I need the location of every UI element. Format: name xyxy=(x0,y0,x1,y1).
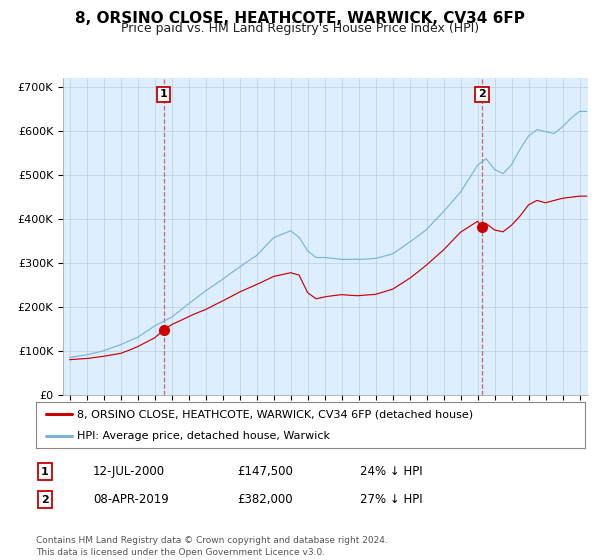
Text: 1: 1 xyxy=(41,466,49,477)
Text: £147,500: £147,500 xyxy=(237,465,293,478)
Text: 2: 2 xyxy=(41,494,49,505)
Text: £382,000: £382,000 xyxy=(237,493,293,506)
Text: 08-APR-2019: 08-APR-2019 xyxy=(93,493,169,506)
Text: 1: 1 xyxy=(160,90,167,100)
Text: 27% ↓ HPI: 27% ↓ HPI xyxy=(360,493,422,506)
Text: 8, ORSINO CLOSE, HEATHCOTE, WARWICK, CV34 6FP (detached house): 8, ORSINO CLOSE, HEATHCOTE, WARWICK, CV3… xyxy=(77,409,473,419)
Text: 12-JUL-2000: 12-JUL-2000 xyxy=(93,465,165,478)
Text: 2: 2 xyxy=(478,90,486,100)
Text: Price paid vs. HM Land Registry's House Price Index (HPI): Price paid vs. HM Land Registry's House … xyxy=(121,22,479,35)
Text: 8, ORSINO CLOSE, HEATHCOTE, WARWICK, CV34 6FP: 8, ORSINO CLOSE, HEATHCOTE, WARWICK, CV3… xyxy=(75,11,525,26)
Text: Contains HM Land Registry data © Crown copyright and database right 2024.
This d: Contains HM Land Registry data © Crown c… xyxy=(36,536,388,557)
Text: HPI: Average price, detached house, Warwick: HPI: Average price, detached house, Warw… xyxy=(77,431,330,441)
Text: 24% ↓ HPI: 24% ↓ HPI xyxy=(360,465,422,478)
